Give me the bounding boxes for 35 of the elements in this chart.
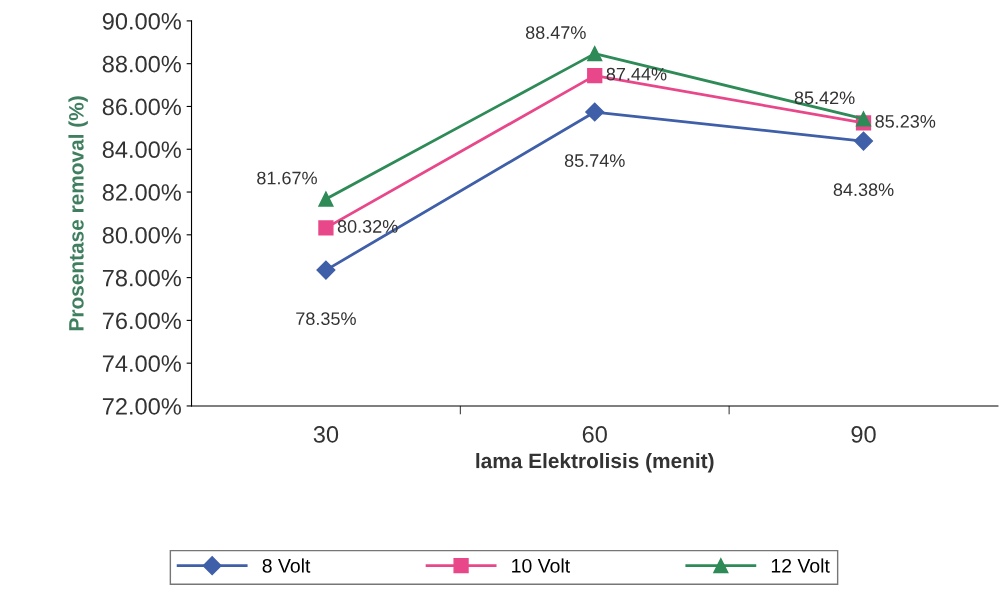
data-label: 88.47%: [525, 26, 586, 39]
data-label: 84.38%: [833, 183, 894, 197]
y-tick-label: 84.00%: [102, 141, 181, 159]
point: [316, 260, 336, 280]
point: [855, 111, 872, 127]
x-tick-label: 90: [851, 426, 876, 443]
y-tick-label: 76.00%: [102, 312, 181, 330]
x-axis-title: lama Elektrolisis (menit): [476, 452, 714, 473]
point: [587, 68, 603, 84]
data-label: 78.35%: [296, 312, 356, 326]
legend-label: 8 Volt: [262, 558, 311, 573]
data-label: 80.32%: [337, 220, 398, 233]
point: [587, 45, 603, 62]
y-tick-label: 90.00%: [102, 12, 181, 30]
y-tick-label: 86.00%: [102, 98, 181, 116]
y-tick-label: 72.00%: [102, 398, 181, 415]
x-tick-label: 30: [313, 426, 339, 443]
point: [318, 191, 334, 207]
y-tick-label: 82.00%: [102, 184, 181, 201]
point: [585, 102, 605, 122]
x-tick-label: 60: [582, 426, 607, 443]
y-axis-title: Prosentase removal (%): [68, 96, 88, 331]
y-tick-label: 88.00%: [102, 55, 181, 73]
data-label: 85.42%: [794, 91, 855, 105]
y-tick-label: 74.00%: [102, 355, 181, 372]
y-tick-label: 80.00%: [102, 226, 181, 244]
legend-label: 12 Volt: [771, 558, 830, 573]
data-label: 87.44%: [606, 67, 667, 81]
data-label: 81.67%: [257, 171, 317, 185]
data-label: 85.74%: [564, 154, 625, 167]
point: [853, 131, 874, 151]
legend-label: 10 Volt: [512, 558, 570, 573]
data-label: 85.23%: [875, 115, 936, 128]
y-tick-label: 78.00%: [102, 269, 181, 287]
point: [318, 220, 334, 236]
